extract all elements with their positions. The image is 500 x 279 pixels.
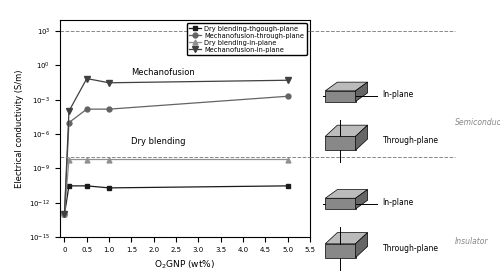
Mechanofusion-through-plane [106,107,112,111]
Polygon shape [325,233,368,244]
X-axis label: O$_2$GNP (wt%): O$_2$GNP (wt%) [154,258,216,271]
Dry blending-in-plane [284,158,290,161]
Text: Mechanofusion: Mechanofusion [132,68,195,77]
Polygon shape [325,125,368,136]
Text: Through-plane: Through-plane [382,244,438,253]
Polygon shape [325,82,368,91]
Mechanofusion-in-plane [66,109,72,113]
Polygon shape [356,189,368,209]
Mechanofusion-through-plane [62,213,68,216]
Polygon shape [356,82,368,102]
Mechanofusion-in-plane [84,77,90,80]
Dry blending-thgough-plane [284,184,290,187]
Mechanofusion-in-plane [284,79,290,82]
Polygon shape [325,189,368,198]
Text: In-plane: In-plane [382,198,414,207]
Polygon shape [356,233,368,258]
Mechanofusion-in-plane [106,81,112,85]
Mechanofusion-through-plane [84,107,90,111]
Dry blending-in-plane [84,158,90,161]
Text: Through-plane: Through-plane [382,136,438,145]
Dry blending-in-plane [106,158,112,161]
Text: Dry blending: Dry blending [132,136,186,146]
Y-axis label: Electrical conductivity (S/m): Electrical conductivity (S/m) [15,69,24,187]
Mechanofusion-through-plane [284,95,290,98]
Line: Dry blending-in-plane: Dry blending-in-plane [62,157,290,217]
Line: Mechanofusion-in-plane: Mechanofusion-in-plane [62,75,291,217]
Text: In-plane: In-plane [382,90,414,99]
Dry blending-thgough-plane [106,186,112,189]
Dry blending-in-plane [66,158,72,161]
Line: Dry blending-thgough-plane: Dry blending-thgough-plane [62,183,290,217]
Dry blending-thgough-plane [84,184,90,187]
Legend: Dry blending-thgough-plane, Mechanofusion-through-plane, Dry blending-in-plane, : Dry blending-thgough-plane, Mechanofusio… [186,23,306,55]
Polygon shape [325,91,356,102]
Dry blending-thgough-plane [62,213,68,216]
Polygon shape [356,125,368,150]
Text: Semiconductor: Semiconductor [455,118,500,127]
Line: Mechanofusion-through-plane: Mechanofusion-through-plane [62,94,290,217]
Polygon shape [325,136,356,150]
Dry blending-thgough-plane [66,184,72,187]
Polygon shape [325,244,356,258]
Polygon shape [325,198,356,209]
Mechanofusion-through-plane [66,121,72,124]
Mechanofusion-in-plane [62,213,68,216]
Dry blending-in-plane [62,213,68,216]
Text: Insulator: Insulator [455,237,488,246]
